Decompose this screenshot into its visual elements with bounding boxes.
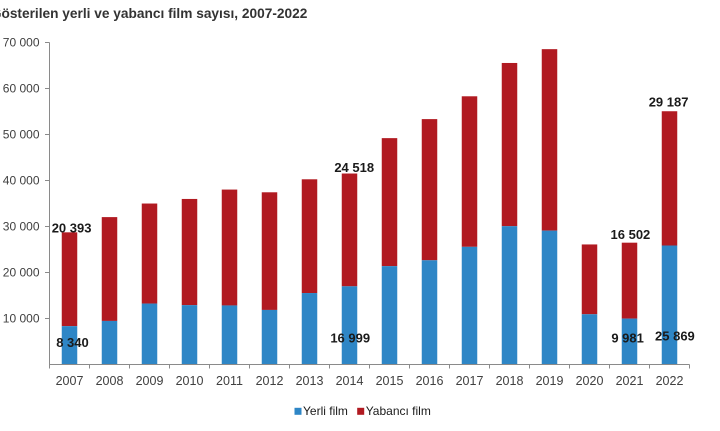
svg-text:2011: 2011 <box>216 374 243 388</box>
svg-text:24 518: 24 518 <box>334 160 374 175</box>
svg-text:20 393: 20 393 <box>52 220 92 235</box>
svg-text:8 340: 8 340 <box>56 335 89 350</box>
svg-text:25 869: 25 869 <box>655 329 695 344</box>
svg-text:60 000: 60 000 <box>3 82 40 96</box>
svg-text:2012: 2012 <box>256 374 284 388</box>
svg-text:2016: 2016 <box>416 374 444 388</box>
svg-text:2010: 2010 <box>176 374 204 388</box>
svg-text:2009: 2009 <box>136 374 164 388</box>
svg-text:2020: 2020 <box>576 374 604 388</box>
svg-text:29 187: 29 187 <box>649 94 689 109</box>
svg-text:2018: 2018 <box>496 374 524 388</box>
svg-text:16 502: 16 502 <box>611 227 651 242</box>
svg-text:2021: 2021 <box>616 374 644 388</box>
svg-text:30 000: 30 000 <box>3 220 40 234</box>
svg-text:2008: 2008 <box>96 374 124 388</box>
svg-text:Gösterilen yerli ve yabancı fi: Gösterilen yerli ve yabancı film sayısı,… <box>0 6 308 21</box>
svg-text:2019: 2019 <box>536 374 564 388</box>
svg-text:2013: 2013 <box>296 374 324 388</box>
svg-text:50 000: 50 000 <box>3 128 40 142</box>
svg-text:2007: 2007 <box>56 374 84 388</box>
svg-text:2017: 2017 <box>456 374 484 388</box>
svg-text:9 981: 9 981 <box>611 330 644 345</box>
svg-text:2022: 2022 <box>656 374 684 388</box>
svg-text:2015: 2015 <box>376 374 404 388</box>
svg-text:16 999: 16 999 <box>330 331 370 346</box>
svg-text:Yabancı film: Yabancı film <box>366 404 431 418</box>
svg-text:2014: 2014 <box>336 374 364 388</box>
svg-text:40 000: 40 000 <box>3 174 40 188</box>
svg-text:20 000: 20 000 <box>3 266 40 280</box>
svg-text:10 000: 10 000 <box>3 312 40 326</box>
svg-text:Yerli film: Yerli film <box>303 404 348 418</box>
svg-text:70 000: 70 000 <box>3 36 40 50</box>
